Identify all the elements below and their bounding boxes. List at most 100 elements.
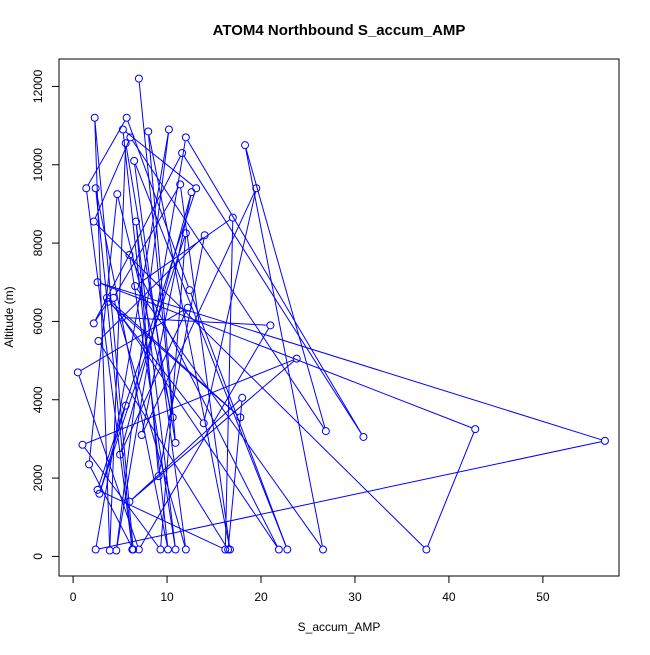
data-point (91, 184, 100, 193)
series-segment (134, 163, 287, 547)
series-segment (160, 236, 187, 547)
data-point (185, 286, 194, 295)
data-point (73, 368, 82, 377)
series-segment (142, 191, 256, 433)
data-point (171, 438, 180, 447)
data-point (183, 303, 192, 312)
x-axis-label: S_accum_AMP (298, 620, 381, 634)
data-point (224, 545, 233, 554)
data-point (125, 250, 134, 259)
data-point (238, 393, 247, 402)
series-segment (94, 121, 134, 547)
data-point (134, 74, 143, 83)
series-segment (100, 236, 186, 491)
data-point (283, 545, 292, 554)
series-segment (135, 224, 176, 547)
data-point (164, 125, 173, 134)
series-segment (125, 131, 194, 187)
series-segment (245, 148, 326, 428)
y-tick-label: 6000 (31, 308, 45, 335)
data-point (178, 149, 187, 157)
series-segment (125, 146, 176, 440)
y-tick-label: 12000 (31, 69, 45, 103)
data-point (422, 545, 431, 554)
data-point (181, 133, 190, 142)
series-segment (190, 293, 287, 547)
data-point (95, 489, 104, 498)
series-segment (427, 432, 475, 547)
series-segment (180, 187, 231, 547)
data-point (221, 545, 230, 554)
y-tick-label: 4000 (31, 386, 45, 413)
data-point (131, 282, 140, 291)
y-tick-label: 10000 (31, 148, 45, 182)
data-point (137, 431, 146, 439)
series-segment (224, 221, 234, 547)
data-point (252, 184, 261, 193)
y-axis-label: Altitude (m) (2, 286, 16, 347)
data-point (113, 190, 122, 199)
x-tick-label: 20 (254, 590, 268, 604)
data-point (93, 278, 102, 287)
data-point (112, 546, 121, 555)
data-point (241, 141, 250, 150)
data-point (82, 184, 91, 193)
series-segment (158, 238, 205, 473)
data-point (103, 297, 112, 306)
series-segment (94, 140, 130, 219)
series-segment (121, 310, 187, 452)
series-segment (95, 304, 107, 321)
data-point (168, 413, 177, 422)
data-point (471, 425, 480, 434)
series-segment (136, 288, 322, 548)
data-point (90, 113, 99, 122)
data-point (171, 545, 180, 554)
x-tick-label: 0 (70, 590, 77, 604)
data-point (85, 460, 94, 469)
data-point (94, 337, 103, 345)
series-segment (95, 191, 133, 547)
data-point (117, 313, 126, 322)
x-axis: 0 10 20 30 40 50 (70, 575, 550, 604)
series-segment (130, 257, 278, 547)
x-tick-label: 30 (348, 590, 362, 604)
plot-layer (73, 74, 609, 555)
data-point (359, 432, 368, 441)
series-segment (148, 134, 230, 547)
data-point (122, 113, 131, 122)
data-point (192, 184, 201, 193)
y-tick-label: 2000 (31, 464, 45, 491)
data-point (200, 231, 209, 240)
data-point (125, 497, 134, 506)
series-segment (88, 197, 118, 461)
data-point (130, 156, 139, 165)
series-segment (84, 447, 159, 548)
data-point (89, 217, 98, 226)
series-segment (183, 155, 362, 435)
series-segment (125, 317, 267, 326)
data-point (126, 133, 135, 142)
series-segment (98, 441, 602, 550)
data-point (292, 354, 301, 363)
y-tick-label: 8000 (31, 229, 45, 256)
series-segment (100, 490, 223, 549)
y-axis: 0 2000 4000 6000 8000 10000 12000 (31, 69, 60, 560)
y-tick-label: 0 (31, 553, 45, 560)
series-segment (78, 375, 139, 547)
x-tick-label: 40 (442, 590, 456, 604)
series-segment (245, 148, 323, 547)
data-point (187, 188, 196, 197)
data-point (199, 419, 208, 428)
series-segment (94, 121, 111, 548)
chart-title: ATOM4 Northbound S_accum_AMP (213, 22, 466, 39)
data-point (600, 436, 609, 445)
data-point (181, 229, 190, 238)
series-segment (148, 134, 176, 440)
series-segment (109, 146, 127, 548)
x-tick-label: 50 (536, 590, 550, 604)
data-point (321, 427, 330, 436)
data-point (274, 545, 283, 554)
series-segment (203, 191, 257, 420)
